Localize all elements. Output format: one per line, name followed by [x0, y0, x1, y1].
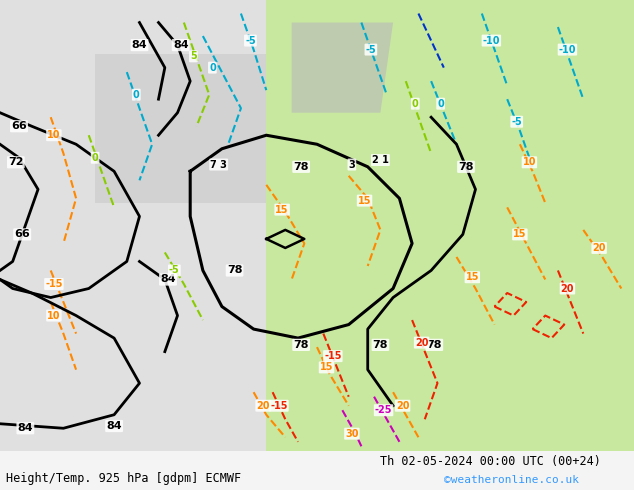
Text: 5: 5 — [190, 51, 197, 61]
Text: 10: 10 — [47, 311, 61, 320]
Text: ©weatheronline.co.uk: ©weatheronline.co.uk — [444, 475, 579, 485]
Text: 10: 10 — [522, 157, 536, 167]
Text: 10: 10 — [47, 130, 61, 140]
Text: 15: 15 — [320, 363, 333, 372]
Text: 84: 84 — [173, 40, 188, 50]
Text: -5: -5 — [169, 266, 179, 275]
Text: 30: 30 — [345, 429, 359, 439]
Text: 0: 0 — [437, 98, 444, 109]
Text: 15: 15 — [275, 205, 289, 215]
Text: -25: -25 — [375, 405, 392, 415]
Text: -5: -5 — [512, 117, 522, 127]
Text: -15: -15 — [270, 401, 288, 411]
Text: 20: 20 — [415, 338, 429, 347]
Text: 78: 78 — [458, 162, 474, 172]
Text: 84: 84 — [18, 423, 33, 433]
Text: 15: 15 — [513, 229, 527, 240]
Text: 84: 84 — [132, 40, 147, 50]
Text: 84: 84 — [107, 421, 122, 431]
Text: 78: 78 — [294, 340, 309, 350]
Text: -5: -5 — [366, 45, 376, 54]
Text: 15: 15 — [465, 272, 479, 282]
Text: 2 1: 2 1 — [372, 155, 389, 165]
Text: -15: -15 — [45, 279, 63, 289]
Text: 66: 66 — [15, 229, 30, 240]
Text: 0: 0 — [92, 153, 98, 163]
Text: 78: 78 — [427, 340, 442, 350]
Text: -15: -15 — [324, 351, 342, 361]
Text: Height/Temp. 925 hPa [gdpm] ECMWF: Height/Temp. 925 hPa [gdpm] ECMWF — [6, 472, 242, 485]
Text: 66: 66 — [11, 121, 27, 131]
Text: 20: 20 — [256, 401, 270, 411]
Text: 0: 0 — [412, 98, 418, 109]
Text: -10: -10 — [559, 45, 576, 54]
Text: 20: 20 — [560, 284, 574, 294]
Text: 0: 0 — [209, 63, 216, 73]
Text: 78: 78 — [294, 162, 309, 172]
Text: 78: 78 — [373, 340, 388, 350]
Text: -5: -5 — [245, 36, 256, 46]
Text: 7 3: 7 3 — [210, 160, 227, 170]
Text: 3: 3 — [349, 160, 355, 170]
Text: 20: 20 — [396, 401, 410, 411]
Text: 20: 20 — [592, 243, 606, 253]
Text: 0: 0 — [133, 90, 139, 99]
Text: Th 02-05-2024 00:00 UTC (00+24): Th 02-05-2024 00:00 UTC (00+24) — [380, 455, 601, 468]
Text: 15: 15 — [358, 196, 372, 206]
Text: 78: 78 — [227, 266, 242, 275]
Text: -10: -10 — [482, 36, 500, 46]
Text: 72: 72 — [8, 157, 23, 167]
Text: 84: 84 — [160, 274, 176, 285]
